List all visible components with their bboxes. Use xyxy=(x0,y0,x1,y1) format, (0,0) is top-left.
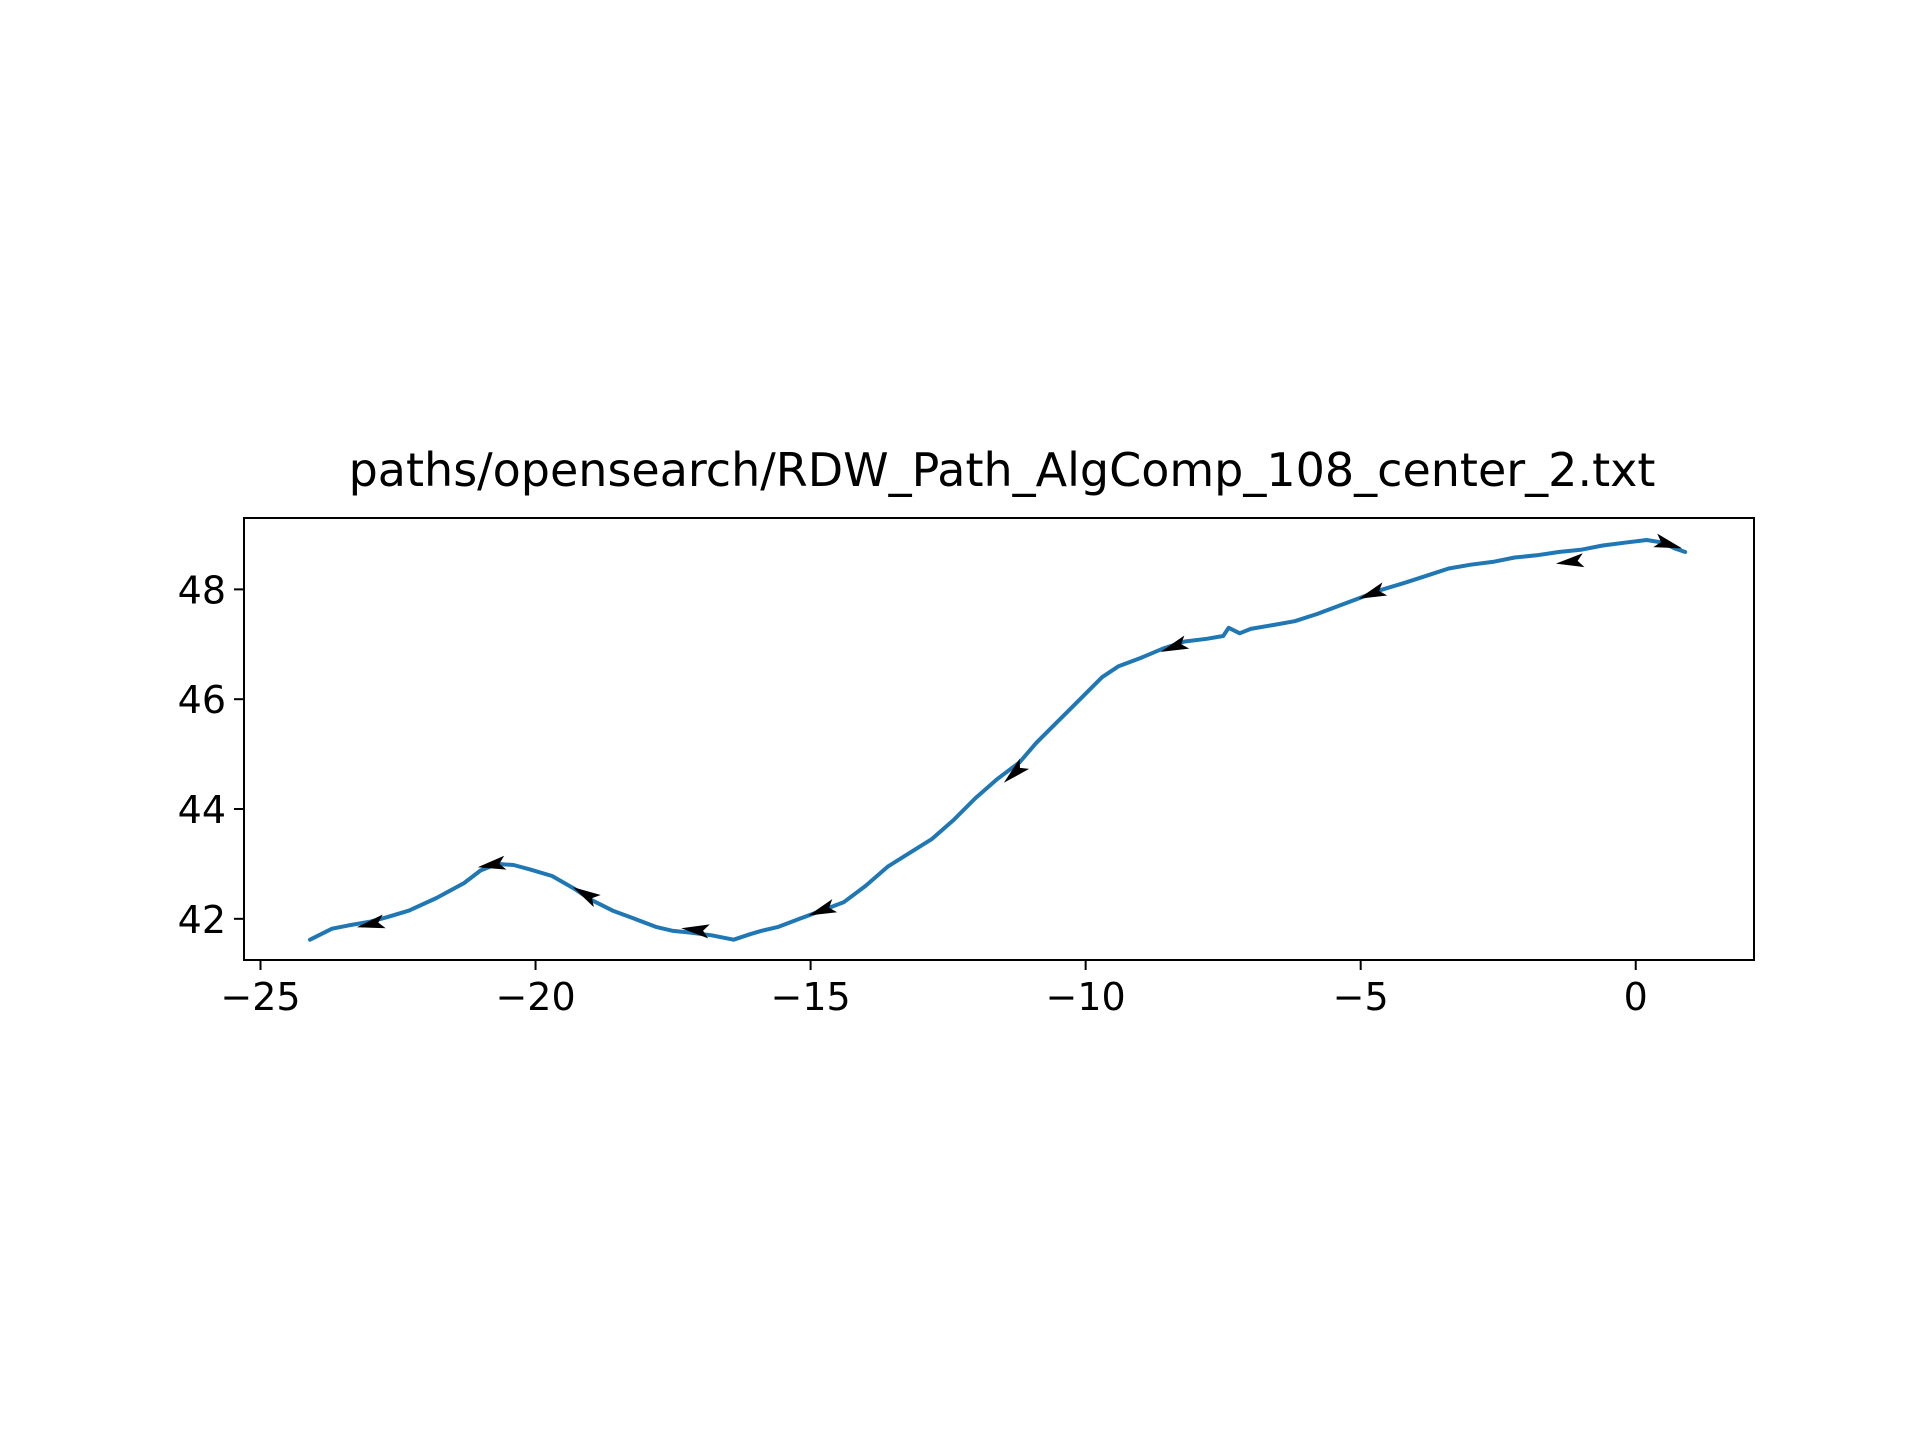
direction-arrow xyxy=(808,899,838,916)
direction-arrow xyxy=(356,914,386,929)
y-axis: 42 44 46 48 xyxy=(178,568,244,942)
direction-arrow xyxy=(1555,553,1585,568)
direction-arrow xyxy=(477,855,507,870)
series-line-0 xyxy=(308,538,1688,942)
direction-arrows xyxy=(356,533,1683,939)
x-tick-label: −5 xyxy=(1333,975,1389,1019)
y-tick-label: 46 xyxy=(178,678,226,722)
direction-arrow xyxy=(1358,582,1388,599)
axes-frame xyxy=(243,517,1755,961)
series-line-group xyxy=(308,538,1688,942)
x-tick-label: −20 xyxy=(495,975,575,1019)
direction-arrow xyxy=(1003,758,1030,783)
direction-arrow xyxy=(572,887,601,908)
x-axis: −25 −20 −15 −10 −5 0 xyxy=(220,960,1648,1019)
chart-title: paths/opensearch/RDW_Path_AlgComp_108_ce… xyxy=(349,443,1656,497)
y-tick-label: 44 xyxy=(178,788,226,832)
direction-arrow xyxy=(681,924,710,939)
direction-arrow xyxy=(1160,635,1190,652)
x-tick-label: −15 xyxy=(770,975,850,1019)
plot-area xyxy=(243,517,1755,961)
x-tick-label: −25 xyxy=(220,975,300,1019)
y-tick-label: 42 xyxy=(178,898,226,942)
x-tick-label: 0 xyxy=(1624,975,1648,1019)
y-tick-label: 48 xyxy=(178,568,226,612)
x-tick-label: −10 xyxy=(1046,975,1126,1019)
direction-arrow xyxy=(1653,533,1683,549)
